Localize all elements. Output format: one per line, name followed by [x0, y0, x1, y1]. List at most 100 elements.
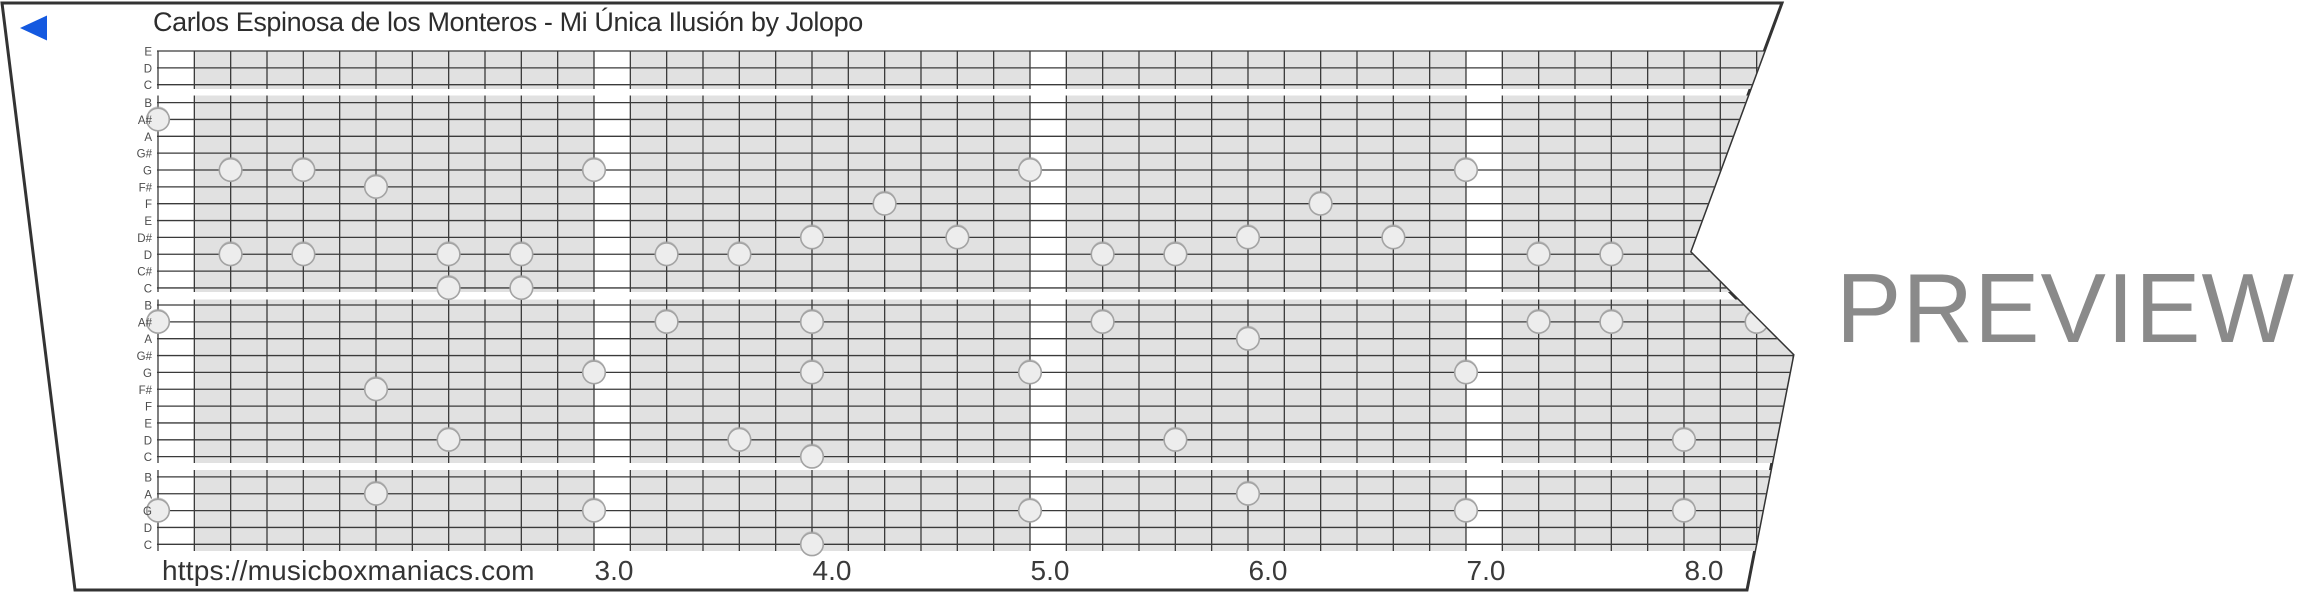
note-hole — [1090, 242, 1115, 267]
beat-tick-label: 8.0 — [1684, 555, 1724, 586]
note-hole — [872, 191, 897, 216]
note-hole — [218, 157, 243, 183]
note-hole — [218, 242, 243, 267]
note-row-label: C — [144, 540, 152, 552]
note-hole — [1017, 498, 1043, 523]
note-hole — [1017, 360, 1043, 385]
note-row-label: D — [144, 435, 152, 447]
note-hole — [799, 309, 825, 334]
note-row-label: D — [144, 63, 152, 75]
note-row-label: A — [144, 489, 152, 501]
note-row-label: F — [145, 402, 152, 414]
footer-url: https://musicboxmaniacs.com — [162, 555, 535, 586]
note-row-label: C# — [137, 267, 152, 279]
beat-tick-label: 5.0 — [1030, 555, 1070, 586]
note-row-label: C — [144, 283, 152, 295]
note-row-label: G# — [137, 351, 153, 363]
note-hole — [1453, 360, 1479, 385]
note-row-label: F# — [139, 385, 153, 397]
note-row-label: E — [144, 216, 152, 228]
measure-start-column — [1465, 51, 1503, 551]
note-row-label: E — [144, 418, 152, 430]
note-hole — [654, 242, 679, 267]
note-hole — [727, 242, 752, 267]
note-row-label: G — [143, 368, 152, 380]
note-hole — [1235, 481, 1261, 506]
note-hole — [799, 444, 825, 469]
note-hole — [436, 427, 461, 452]
beat-tick-label: 3.0 — [594, 555, 634, 586]
measure-start-column — [1029, 51, 1067, 551]
note-hole — [1453, 157, 1479, 183]
note-group-band — [158, 95, 1793, 292]
note-hole — [145, 107, 171, 132]
note-row-label: A# — [138, 317, 153, 329]
note-hole — [1453, 498, 1479, 523]
note-hole — [1671, 427, 1697, 452]
note-row-label: C — [144, 80, 152, 92]
note-row-label: B — [144, 301, 152, 313]
note-row-label: B — [144, 98, 152, 110]
note-hole — [1671, 498, 1697, 523]
note-row-label: D# — [137, 233, 152, 245]
note-hole — [363, 481, 389, 506]
note-hole — [1235, 225, 1261, 250]
note-hole — [1599, 309, 1624, 334]
note-row-label: A# — [138, 115, 153, 127]
note-row-label: F — [145, 199, 152, 211]
note-hole — [436, 275, 461, 301]
note-row-label: A — [144, 334, 152, 346]
note-hole — [654, 309, 679, 334]
note-hole — [945, 225, 970, 250]
strip-title: Carlos Espinosa de los Monteros - Mi Úni… — [153, 7, 863, 37]
note-hole — [363, 174, 389, 199]
note-hole — [291, 242, 316, 267]
note-row-label: A — [144, 132, 152, 144]
note-hole — [1163, 242, 1188, 267]
measure-start-column — [593, 51, 631, 551]
beat-tick-label: 4.0 — [812, 555, 852, 586]
note-hole — [581, 498, 607, 523]
preview-watermark: PREVIEW — [1836, 253, 2295, 363]
note-hole — [1308, 191, 1333, 216]
note-hole — [1163, 427, 1188, 452]
note-hole — [1090, 309, 1115, 334]
note-hole — [1526, 309, 1551, 334]
note-hole — [1599, 242, 1624, 267]
note-row-label: G — [143, 166, 152, 178]
note-hole — [799, 225, 825, 250]
note-row-label: B — [144, 472, 152, 484]
note-hole — [436, 242, 461, 267]
note-group-band — [158, 51, 1793, 89]
note-row-label: C — [144, 452, 152, 464]
note-hole — [509, 242, 534, 267]
note-row-label: E — [144, 47, 152, 59]
note-row-label: D — [144, 523, 152, 535]
note-hole — [1526, 242, 1551, 267]
note-hole — [509, 275, 534, 301]
note-hole — [291, 157, 316, 183]
note-hole — [1381, 225, 1406, 250]
note-hole — [1235, 326, 1261, 351]
note-hole — [799, 360, 825, 385]
note-hole — [145, 498, 171, 523]
note-hole — [145, 309, 171, 334]
note-hole — [1744, 309, 1769, 334]
note-hole — [581, 157, 607, 183]
note-hole — [799, 532, 825, 557]
note-hole — [581, 360, 607, 385]
note-hole — [363, 377, 389, 402]
beat-tick-label: 6.0 — [1248, 555, 1288, 586]
note-hole — [727, 427, 752, 452]
note-row-label: D — [144, 250, 152, 262]
strip-direction-arrow-icon — [20, 15, 47, 41]
note-group-band — [158, 299, 1793, 463]
note-hole — [1017, 157, 1043, 183]
note-row-label: G — [143, 506, 152, 518]
beat-tick-label: 7.0 — [1466, 555, 1506, 586]
strip-grid — [145, 50, 1793, 557]
measure-start-column — [158, 51, 195, 551]
note-row-label: G# — [137, 149, 153, 161]
